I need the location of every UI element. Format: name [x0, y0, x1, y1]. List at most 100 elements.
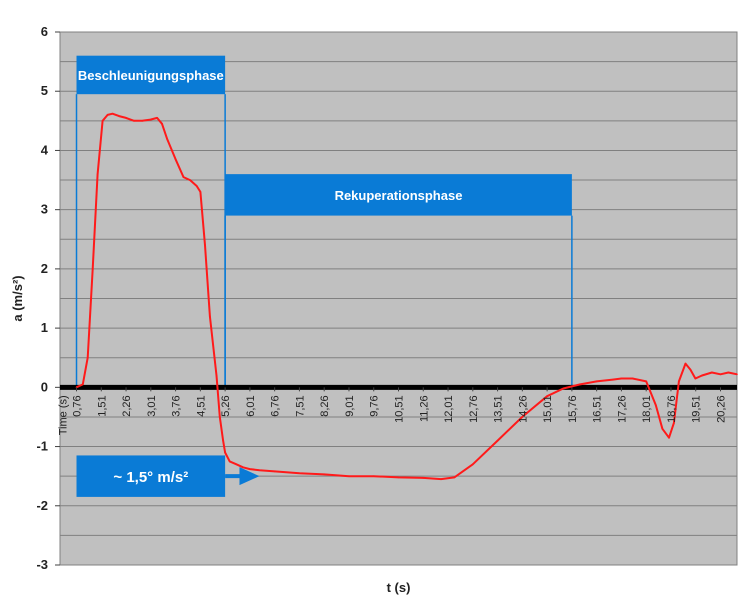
x-tick-label: 14,26: [517, 395, 529, 423]
x-tick-label: 19,51: [691, 395, 703, 423]
data-point: [228, 460, 231, 463]
x-tick-label: 15,76: [567, 395, 579, 423]
data-point: [711, 371, 713, 374]
x-tick-label: 11,26: [418, 395, 430, 422]
data-point: [219, 416, 221, 418]
series-layer: [75, 112, 738, 481]
x-tick-label: 7,51: [294, 395, 306, 416]
x-tick-label: 0,76: [72, 395, 84, 416]
phase-band: [225, 174, 572, 216]
x-tick-label: 16,51: [592, 395, 604, 423]
callout-arrow-head: [239, 467, 260, 486]
data-point: [719, 373, 722, 376]
y-tick-label: 6: [41, 24, 48, 39]
callout-label: ~ 1,5° m/s²: [113, 469, 188, 486]
data-point: [620, 377, 623, 380]
x-tick-label: 10,51: [394, 395, 406, 423]
y-tick-labels: -3 -2 -1 0 1 2 3 4 5 6: [36, 24, 60, 572]
data-point: [612, 378, 614, 381]
data-point: [422, 477, 425, 479]
data-point: [106, 114, 109, 116]
x-tick-label: 2,26: [121, 395, 133, 416]
x-tick-label: 4,51: [195, 395, 207, 416]
x-tick-label: 12,01: [443, 395, 455, 423]
data-point: [258, 469, 261, 472]
x-tick-label: 18,76: [666, 395, 678, 423]
data-point: [273, 470, 276, 473]
x-tick-label: 5,26: [220, 395, 232, 416]
x-tick-label: 6,76: [270, 395, 282, 416]
y-tick-label: -2: [36, 498, 48, 513]
x-tick-label: 8,26: [319, 395, 331, 416]
data-point: [224, 451, 226, 454]
y-tick-label: 2: [41, 261, 48, 276]
data-point: [595, 380, 598, 383]
x-tick-label: 15,01: [542, 395, 554, 423]
x-tick-label: 3,01: [146, 395, 158, 416]
data-point: [496, 439, 499, 442]
y-tick-label: 3: [41, 202, 48, 217]
data-point: [678, 380, 680, 383]
y-tick-label: -1: [36, 439, 48, 454]
x-tick-label: 18,01: [641, 395, 653, 423]
data-point: [298, 472, 301, 475]
data-point: [440, 478, 442, 480]
data-point: [736, 373, 738, 376]
data-point: [235, 463, 238, 466]
y-axis-label: a (m/s²): [10, 275, 25, 321]
x-tick-labels: Time (s) 0,76 1,51 2,26 3,01 3,76 4,51 5,26 6,01…: [57, 387, 727, 435]
data-point: [348, 475, 350, 477]
data-point: [242, 466, 244, 469]
phase-label: Rekuperationsphase: [335, 188, 463, 203]
data-point: [81, 383, 84, 386]
data-point: [684, 362, 687, 365]
data-point: [125, 117, 127, 119]
data-point: [133, 120, 135, 122]
data-point: [199, 191, 202, 193]
phase-band: [76, 55, 226, 95]
y-tick-label: 5: [41, 83, 48, 98]
x-tick-label: 20,26: [715, 395, 727, 423]
data-point: [204, 244, 206, 246]
data-point: [249, 468, 251, 470]
x-tick-label: 3,76: [171, 395, 183, 416]
y-tick-label: 4: [41, 142, 49, 157]
data-point: [631, 377, 634, 380]
data-point: [453, 476, 456, 479]
data-point: [562, 387, 565, 390]
data-point: [546, 395, 548, 398]
data-point: [689, 368, 692, 371]
data-point: [189, 179, 191, 181]
data-point: [654, 404, 657, 406]
data-point: [182, 176, 185, 178]
data-point: [397, 476, 400, 479]
x-tick-label: 17,26: [616, 395, 628, 423]
data-point: [521, 416, 524, 418]
phase-label: Beschleunigungsphase: [78, 68, 224, 83]
x-tick-label: 13,51: [493, 395, 505, 423]
x-tick-label: 12,76: [468, 395, 480, 423]
data-point: [727, 371, 730, 374]
x-tick-label: 6,01: [245, 395, 257, 416]
y-tick-label: 0: [41, 379, 48, 394]
data-point: [645, 380, 647, 383]
data-point: [111, 112, 114, 115]
data-point: [161, 122, 163, 125]
data-point: [215, 374, 218, 377]
data-point: [673, 422, 675, 424]
data-point: [174, 158, 177, 161]
callout-box: [76, 455, 226, 497]
data-point: [222, 439, 224, 442]
data-point: [694, 377, 697, 380]
data-point: [166, 137, 168, 140]
data-point: [661, 427, 664, 430]
x-tick-label: 1,51: [96, 395, 108, 416]
data-point: [472, 463, 474, 466]
data-point: [701, 374, 703, 377]
data-point: [149, 118, 152, 121]
data-point: [101, 120, 104, 122]
y-tick-label: 1: [41, 320, 48, 335]
data-point: [668, 436, 670, 439]
